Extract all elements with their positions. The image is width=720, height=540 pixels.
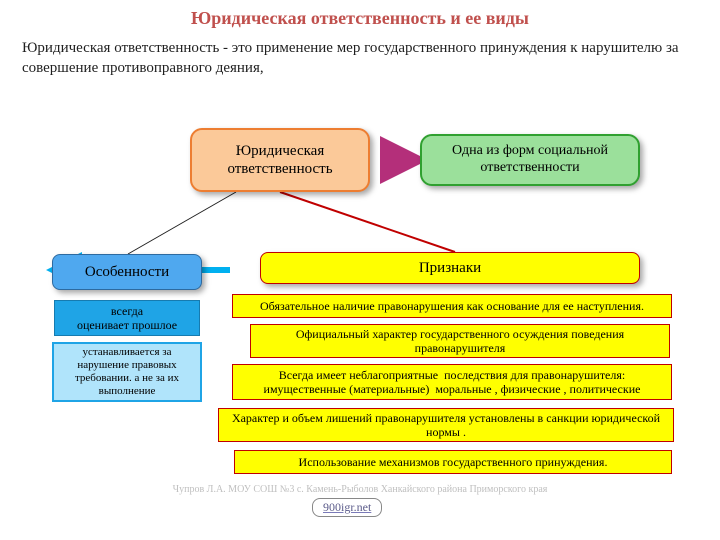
box-s5: Использование механизмов государственног… <box>234 450 672 474</box>
box-feat2: устанавливается за нарушение правовых тр… <box>52 342 202 402</box>
source-link[interactable]: 900igr.net <box>312 498 382 517</box>
box-s2: Официальный характер государственного ос… <box>250 324 670 358</box>
box-features: Особенности <box>52 254 202 290</box>
attribution-text: Чупров Л.А. МОУ СОШ №3 с. Камень-Рыболов… <box>0 484 720 495</box>
box-feat1: всегда оценивает прошлое <box>54 300 200 336</box>
box-s1: Обязательное наличие правонарушения как … <box>232 294 672 318</box>
box-s3: Всегда имеет неблагоприятные последствия… <box>232 364 672 400</box>
box-s4: Характер и объем лишений правонарушителя… <box>218 408 674 442</box>
box-main: Юридическая ответственность <box>190 128 370 192</box>
box-social: Одна из форм социальной ответственности <box>420 134 640 186</box>
box-signs: Признаки <box>260 252 640 284</box>
